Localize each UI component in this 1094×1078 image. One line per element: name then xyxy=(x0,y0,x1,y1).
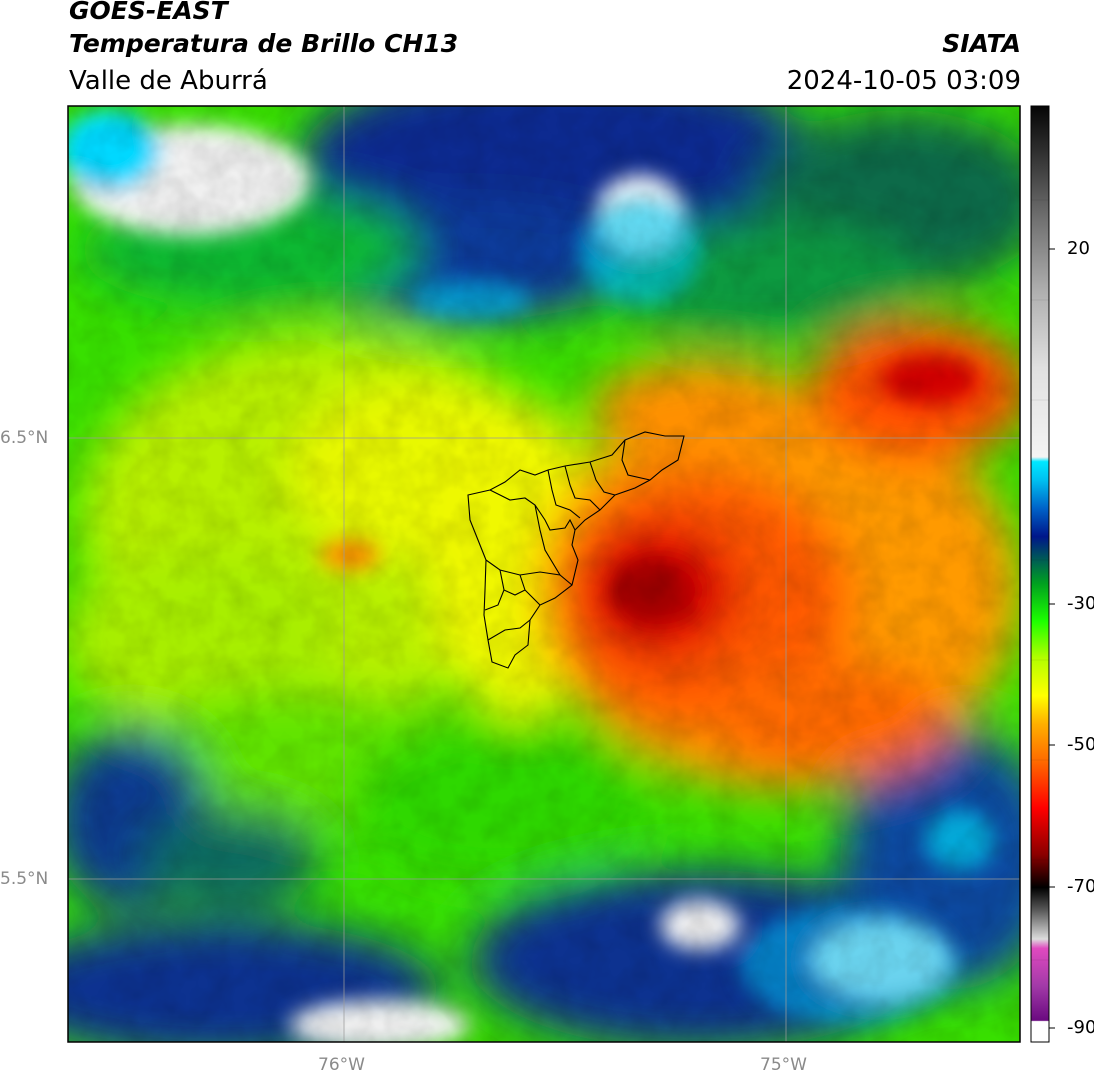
lon-label-75w: 75°W xyxy=(760,1055,807,1075)
colorbar xyxy=(1030,105,1055,1043)
cb-label-20: 20 xyxy=(1067,238,1090,259)
product-title: Temperatura de Brillo CH13 xyxy=(69,29,459,58)
temperature-field xyxy=(68,106,1020,1042)
municipal-boundaries xyxy=(467,431,685,669)
cb-label-minus-30: -30 xyxy=(1067,593,1094,614)
lon-label-76w: 76°W xyxy=(318,1055,365,1075)
map-frame xyxy=(67,105,1021,1043)
cb-label-minus-90: -90 xyxy=(1067,1017,1094,1038)
lat-label-5-5: 5.5°N xyxy=(0,869,49,889)
cb-label-minus-50: -50 xyxy=(1067,734,1094,755)
graticule xyxy=(68,106,1020,1042)
institution-label: SIATA xyxy=(942,29,1021,58)
satellite-title: GOES-EAST xyxy=(69,0,228,25)
region-subtitle: Valle de Aburrá xyxy=(69,66,268,96)
datetime-label: 2024-10-05 03:09 xyxy=(786,66,1021,96)
lat-label-6-5: 6.5°N xyxy=(0,428,49,448)
cb-label-minus-70: -70 xyxy=(1067,876,1094,897)
